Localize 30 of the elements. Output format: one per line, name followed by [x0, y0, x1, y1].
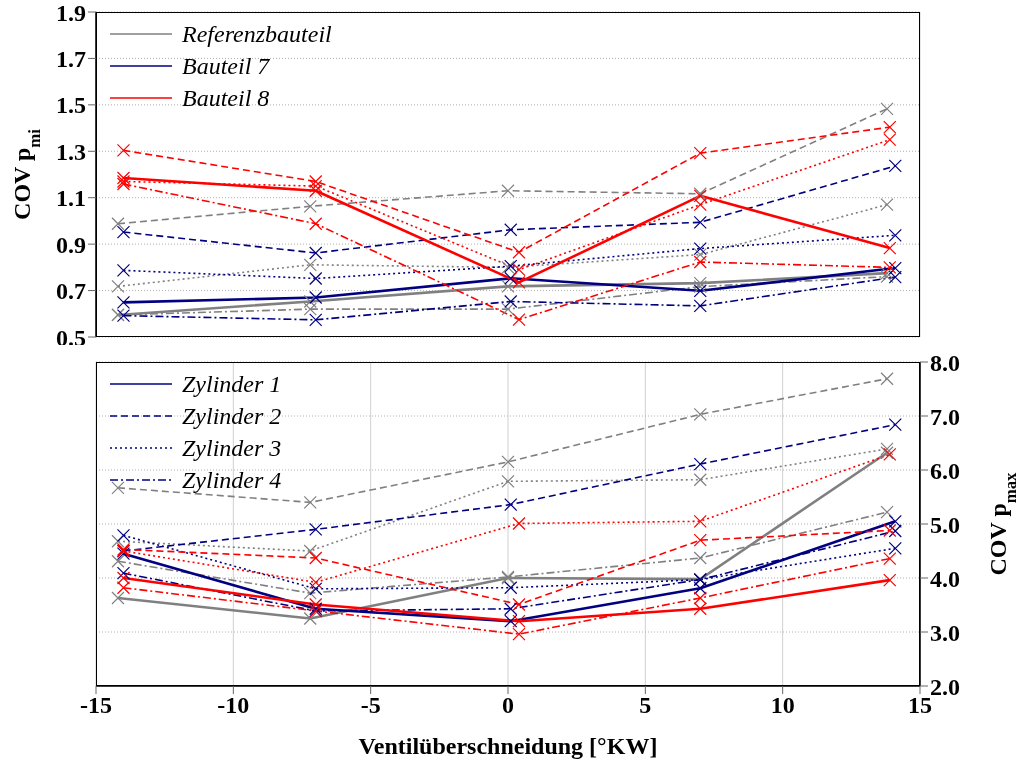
y-tick-label: 1.3 [56, 138, 86, 165]
x-tick-label: -5 [360, 692, 381, 719]
x-tick-label: 10 [770, 692, 795, 719]
y-tick-label: 0.5 [56, 324, 86, 351]
legend-label: Zylinder 1 [182, 370, 282, 399]
x-tick-label: -10 [217, 692, 250, 719]
x-tick-label: 5 [639, 692, 652, 719]
legend-label: Bauteil 7 [182, 52, 270, 81]
y2-tick-label: 2.0 [930, 673, 960, 700]
x-tick-label: -15 [80, 692, 112, 719]
y2-tick-label: 3.0 [930, 619, 960, 646]
y2-tick-label: 8.0 [930, 349, 960, 376]
y-tick-label: 0.7 [56, 278, 86, 305]
legend-label: Zylinder 3 [182, 434, 282, 463]
y-tick-label: 0.9 [56, 231, 86, 258]
y2-tick-label: 7.0 [930, 403, 960, 430]
y-tick-label: 1.7 [56, 45, 86, 72]
legend-label: Zylinder 4 [182, 466, 282, 495]
x-axis-title: Ventilüberschneidung [°KW] [358, 733, 658, 759]
legend-label: Referenzbauteil [182, 20, 332, 49]
legend-label: Zylinder 2 [182, 402, 282, 431]
y2-tick-label: 5.0 [930, 511, 960, 538]
y2-tick-label: 6.0 [930, 457, 960, 484]
x-tick-label: 0 [502, 692, 514, 719]
y-tick-label: 1.1 [56, 185, 86, 212]
x-tick-label: 15 [908, 692, 932, 719]
y2-tick-label: 4.0 [930, 565, 960, 592]
y-tick-label: 1.5 [56, 92, 86, 119]
legend-label: Bauteil 8 [182, 84, 270, 113]
y-tick-label: 1.9 [56, 0, 86, 26]
